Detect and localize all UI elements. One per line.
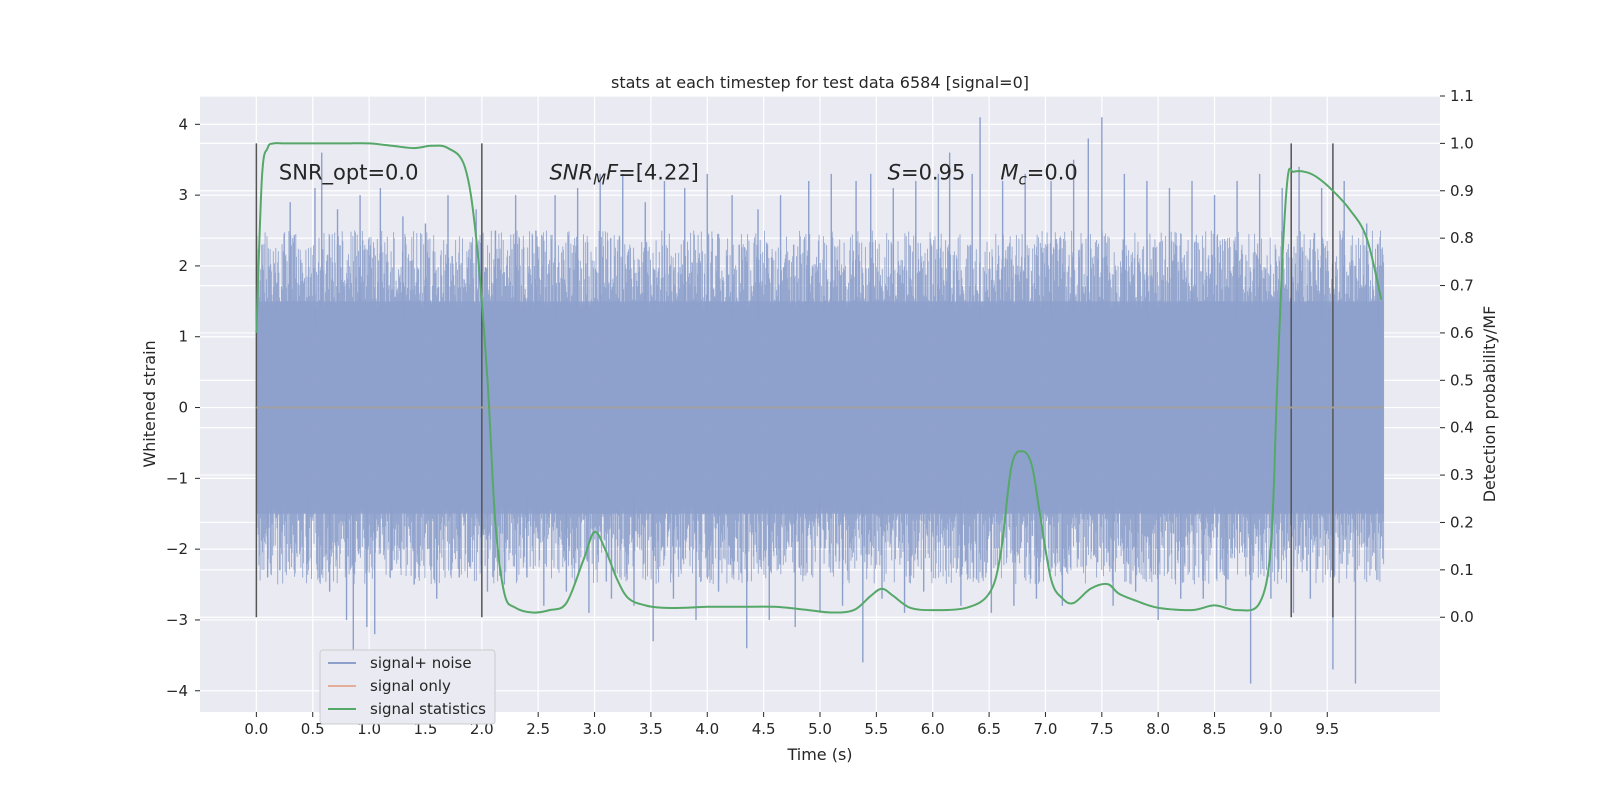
legend-box [319, 649, 496, 725]
legend-label-signal-only: signal only [370, 677, 451, 695]
y2-tick-label: 1.0 [1450, 134, 1474, 152]
y2-tick-label: 0.6 [1450, 324, 1474, 342]
x-tick-label: 4.0 [695, 720, 719, 738]
y-tick-label: −3 [166, 611, 188, 629]
signal-statistics-line [255, 142, 1383, 614]
legend: signal+ noise signal only signal statist… [319, 649, 496, 725]
y-axis-label: Whitened strain [140, 340, 159, 467]
x-tick-label: 0.0 [244, 720, 268, 738]
y-tick-label: 4 [178, 115, 188, 133]
x-tick-label: 3.5 [639, 720, 663, 738]
y-tick-label: 3 [178, 186, 188, 204]
y2-tick-label: 0.9 [1450, 182, 1474, 200]
vertical-markers [255, 143, 1334, 618]
x-tick-label: 4.5 [752, 720, 776, 738]
annotation-1: SNRMF=[4.22] [549, 161, 698, 189]
x-tick-label: 8.0 [1146, 720, 1170, 738]
y2-tick-label: 0.1 [1450, 561, 1474, 579]
x-axis-label: Time (s) [786, 745, 852, 764]
x-tick-label: 7.5 [1090, 720, 1114, 738]
y2-tick-label: 0.2 [1450, 513, 1474, 531]
y2-tick-label: 0.4 [1450, 419, 1474, 437]
x-tick-label: 9.5 [1315, 720, 1339, 738]
chart-title: stats at each timestep for test data 658… [611, 73, 1029, 92]
y2-tick-label: 0.5 [1450, 371, 1474, 389]
x-tick-label: 9.0 [1259, 720, 1283, 738]
y-tick-label: −2 [166, 540, 188, 558]
y2-tick-label: 1.1 [1450, 87, 1474, 105]
annotation-2: S=0.95 [888, 161, 966, 185]
y-axis-ticks: 4 3 2 1 0 −1 −2 −3 −4 [166, 115, 200, 700]
annotations: SNR_opt=0.0 SNRMF=[4.22] S=0.95 Mc=0.0 [279, 161, 1078, 189]
signal-statistics-series [255, 142, 1383, 614]
y-tick-label: 0 [178, 399, 188, 417]
y-tick-label: 1 [178, 328, 188, 346]
x-tick-label: 6.5 [977, 720, 1001, 738]
y2-tick-label: 0.0 [1450, 608, 1474, 626]
x-tick-label: 5.0 [808, 720, 832, 738]
x-tick-label: 7.0 [1034, 720, 1058, 738]
y2-axis-label: Detection probability/MF [1480, 306, 1499, 503]
legend-label-signal-plus-noise: signal+ noise [370, 654, 472, 672]
x-tick-label: 8.5 [1203, 720, 1227, 738]
y-tick-label: −4 [166, 682, 188, 700]
annotation-0: SNR_opt=0.0 [279, 161, 419, 186]
y-tick-label: 2 [178, 257, 188, 275]
y2-axis-ticks: 1.1 1.0 0.9 0.8 0.7 0.6 0.5 0.4 0.3 0.2 0.1 0.0 [1440, 87, 1474, 626]
x-tick-label: 5.5 [864, 720, 888, 738]
y2-tick-label: 0.7 [1450, 277, 1474, 295]
legend-label-signal-statistics: signal statistics [370, 700, 486, 718]
annotation-3: Mc=0.0 [1000, 161, 1077, 189]
y-tick-label: −1 [166, 469, 188, 487]
y2-tick-label: 0.3 [1450, 466, 1474, 484]
x-tick-label: 6.0 [921, 720, 945, 738]
x-tick-label: 2.5 [526, 720, 550, 738]
x-tick-label: 3.0 [583, 720, 607, 738]
x-tick-label: 0.5 [301, 720, 325, 738]
y2-tick-label: 0.8 [1450, 229, 1474, 247]
